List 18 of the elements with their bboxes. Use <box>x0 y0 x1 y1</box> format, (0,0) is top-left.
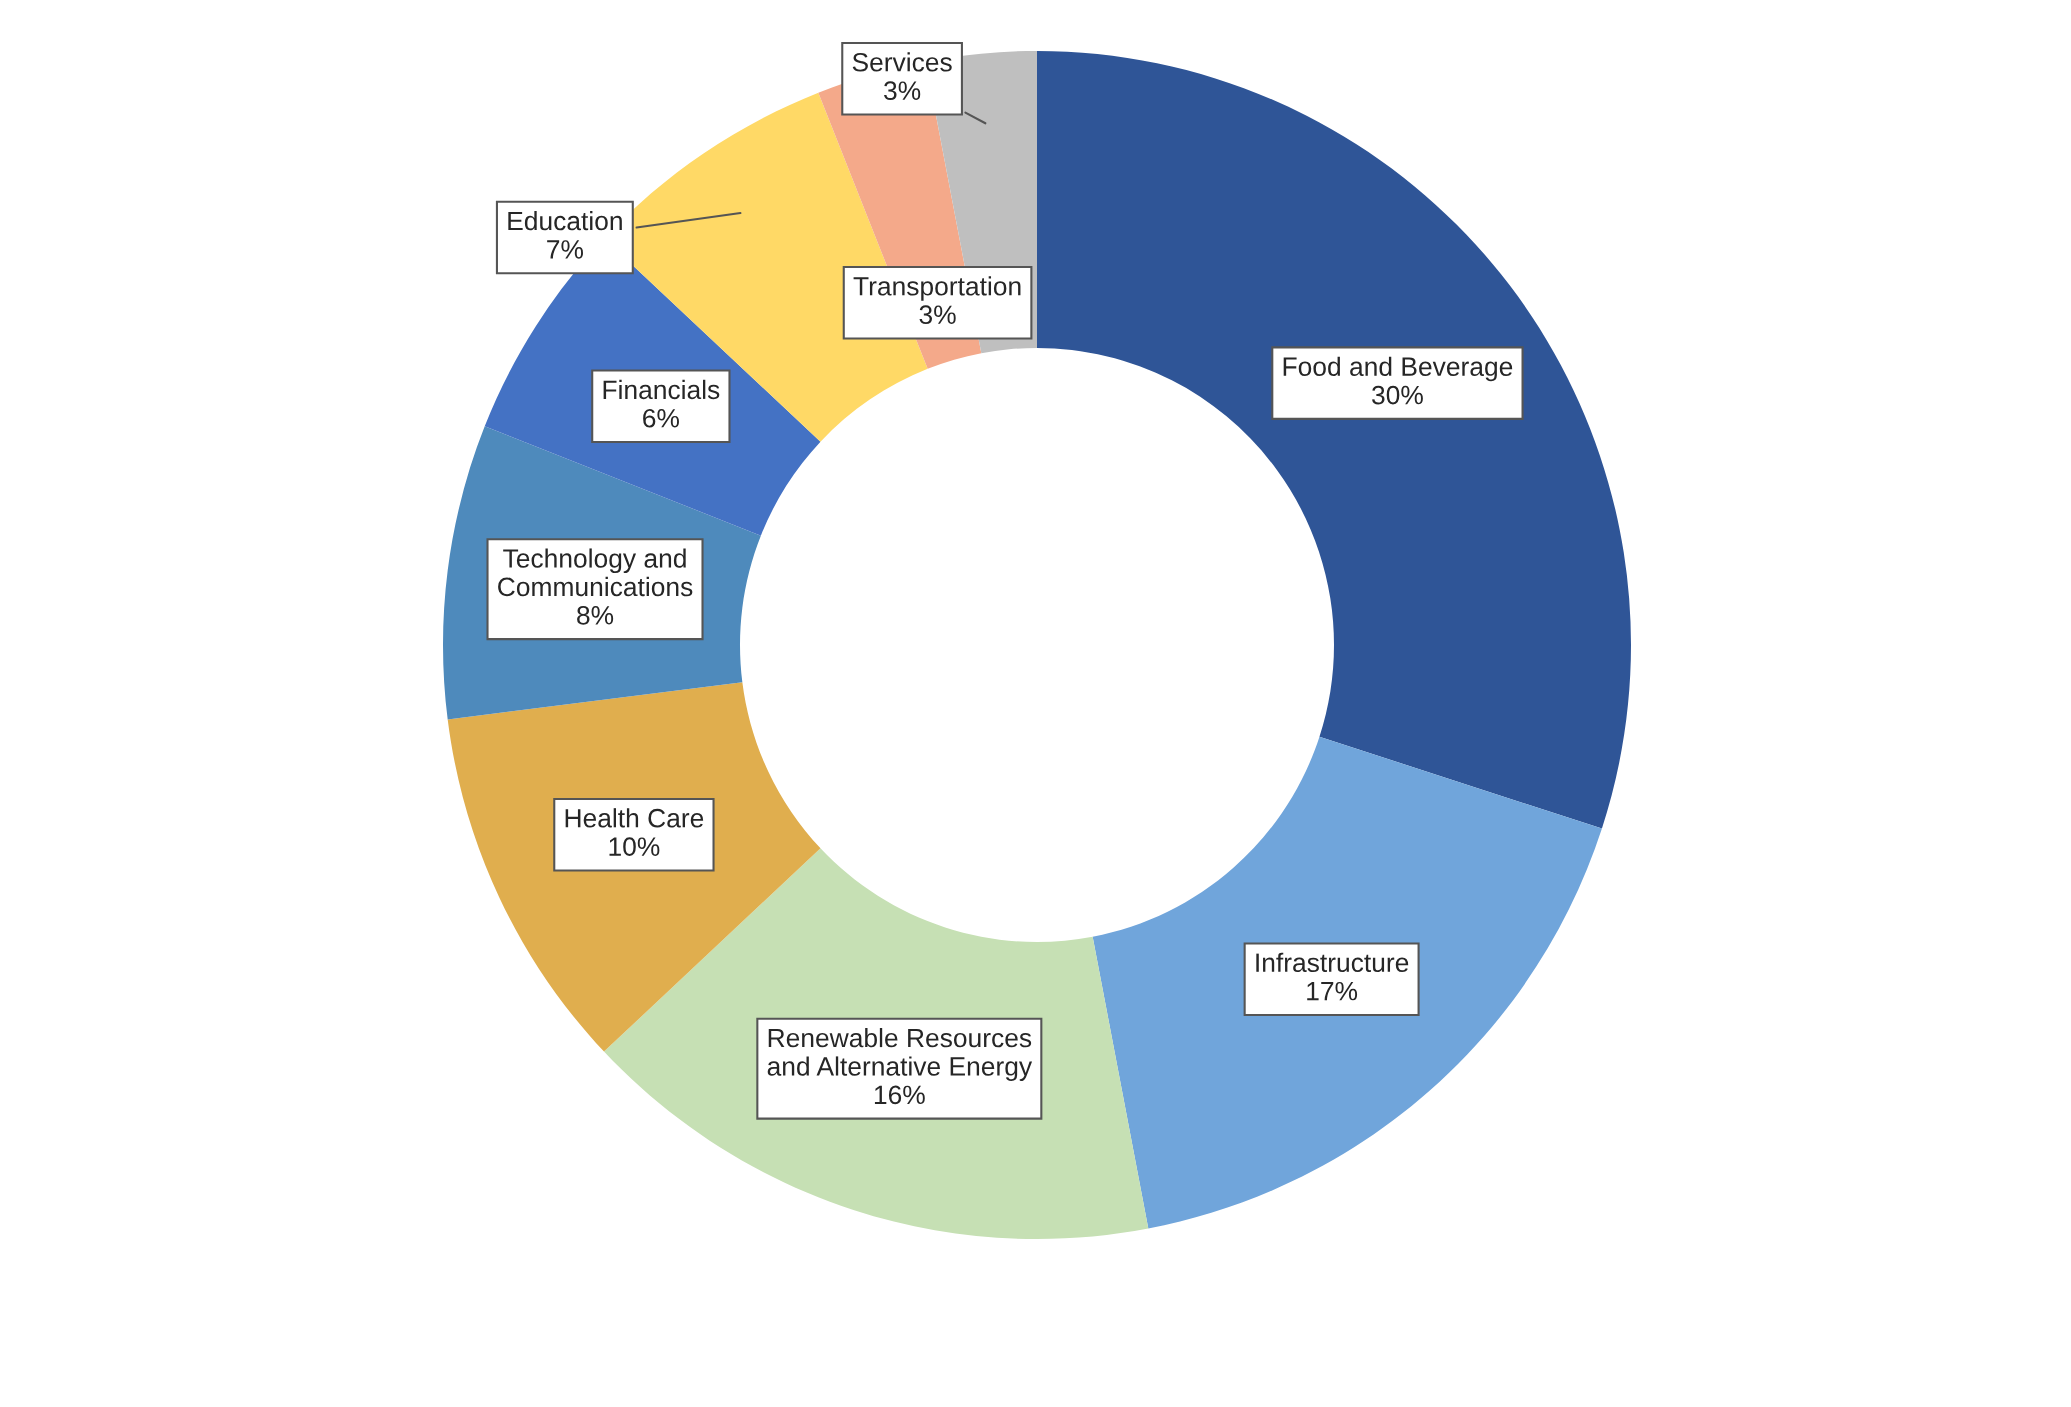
data-label: 10% <box>609 837 660 856</box>
data-label: 6% <box>643 408 679 428</box>
slice-label: Services <box>852 52 952 72</box>
slice-label: Transportation <box>853 276 1021 301</box>
slice-label: Infrastructure <box>1256 952 1409 973</box>
slice-label: Food and Beverage <box>1283 356 1513 382</box>
data-label: 7% <box>547 240 583 259</box>
data-label: 3% <box>884 81 921 101</box>
data-label: 17% <box>1307 981 1358 1001</box>
data-label: 16% <box>874 1085 925 1105</box>
slice-label: Education <box>508 210 622 231</box>
data-label: 3% <box>919 305 956 325</box>
slice-label: Health Care <box>565 808 704 828</box>
slice-label: Financials <box>603 379 720 400</box>
data-label: 30% <box>1372 385 1423 405</box>
slice-label: Renewable Resources and Alternative Energy <box>767 1027 1033 1081</box>
slice-label: Technology and Communications <box>498 548 693 597</box>
data-label: 8% <box>577 605 614 625</box>
